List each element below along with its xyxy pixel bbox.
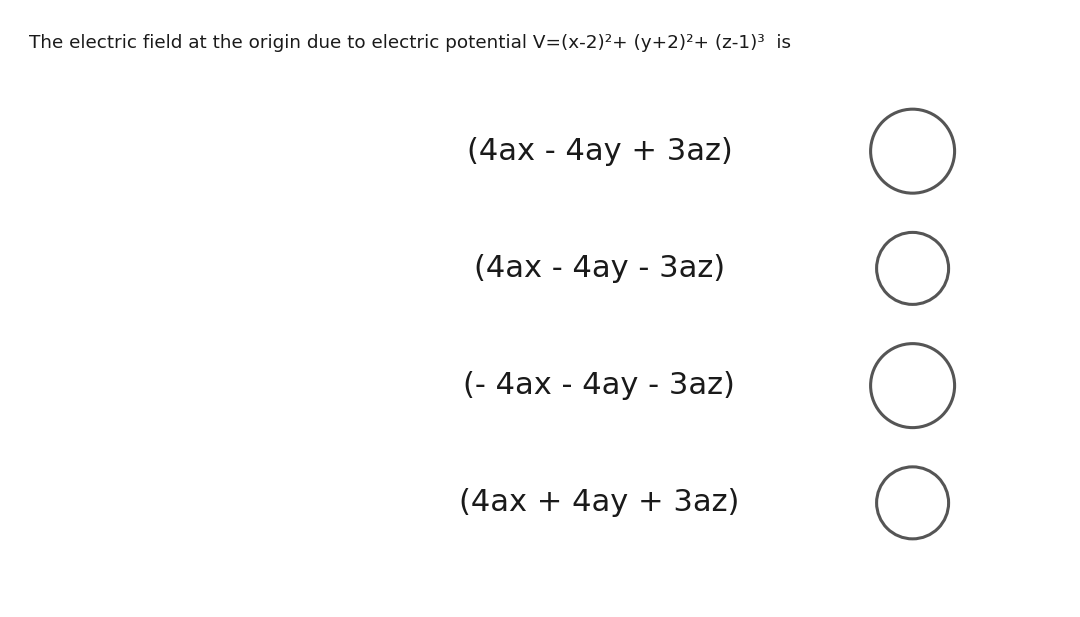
Text: (- 4ax - 4ay - 3az): (- 4ax - 4ay - 3az) bbox=[463, 371, 735, 400]
Text: The electric field at the origin due to electric potential V=(x-2)²+ (y+2)²+ (z-: The electric field at the origin due to … bbox=[29, 34, 792, 52]
Text: (4ax - 4ay - 3az): (4ax - 4ay - 3az) bbox=[474, 254, 725, 283]
Text: (4ax + 4ay + 3az): (4ax + 4ay + 3az) bbox=[459, 488, 740, 518]
Text: (4ax - 4ay + 3az): (4ax - 4ay + 3az) bbox=[467, 136, 732, 166]
